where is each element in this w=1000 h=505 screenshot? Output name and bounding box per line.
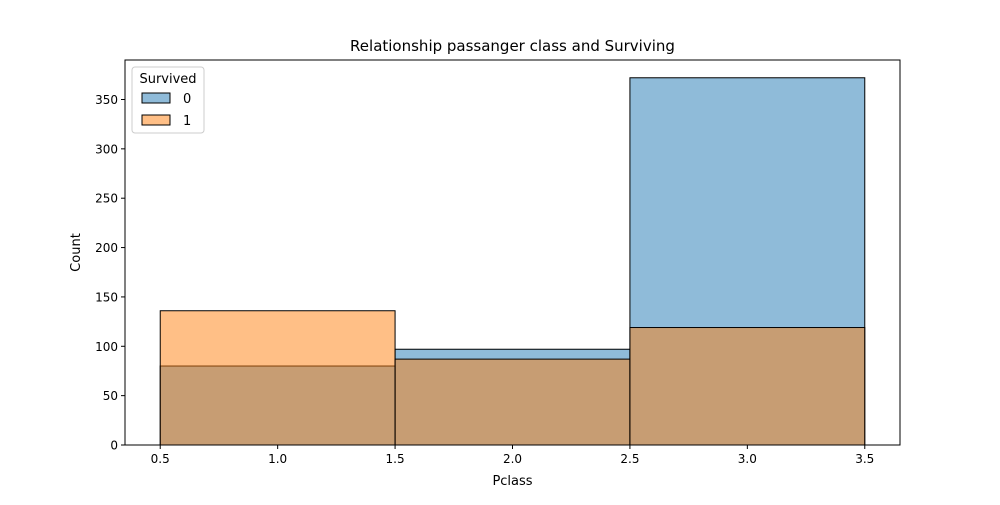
x-axis-ticks: 0.5 1.0 1.5 2.0 2.5 3.0 3.5 [151, 445, 874, 466]
x-tick-label: 2.0 [503, 452, 522, 466]
x-tick-label: 3.0 [738, 452, 757, 466]
bars-layer [159, 77, 866, 446]
legend-swatch-survived-0 [141, 92, 171, 104]
legend-label-survived-1: 1 [183, 114, 191, 129]
y-axis-ticks: 0 50 100 150 200 250 300 350 [95, 93, 125, 453]
bar-survived-1-bin-1 [159, 310, 396, 446]
y-tick-label: 100 [95, 340, 118, 354]
x-axis-label: Pclass [492, 474, 532, 489]
x-tick-label: 1.5 [386, 452, 405, 466]
legend-label-survived-0: 0 [183, 92, 191, 107]
x-tick-label: 2.5 [620, 452, 639, 466]
y-tick-label: 50 [103, 389, 118, 403]
legend: Survived 0 1 [131, 66, 205, 134]
y-tick-label: 150 [95, 290, 118, 304]
x-tick-label: 3.5 [855, 452, 874, 466]
bar-survived-1-bin-3 [629, 327, 866, 446]
chart-title: Relationship passanger class and Survivi… [350, 37, 675, 55]
x-tick-label: 1.0 [268, 452, 287, 466]
bar-survived-1-bin-2 [394, 358, 631, 446]
y-tick-label: 350 [95, 93, 118, 107]
y-tick-label: 0 [110, 439, 118, 453]
x-tick-label: 0.5 [151, 452, 170, 466]
y-tick-label: 300 [95, 142, 118, 156]
y-tick-label: 200 [95, 241, 118, 255]
legend-swatch-survived-1 [141, 114, 171, 126]
y-tick-label: 250 [95, 192, 118, 206]
legend-title: Survived [139, 72, 196, 87]
y-axis-label: Count [69, 233, 84, 272]
